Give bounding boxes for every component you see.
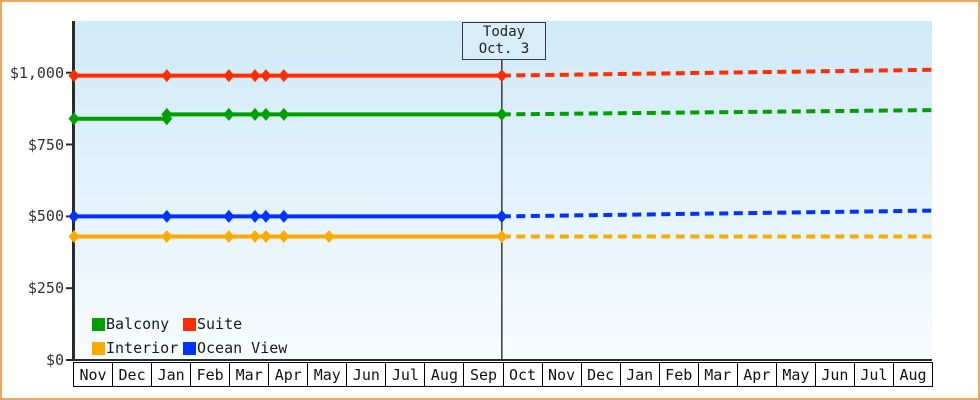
- month-cell: Nov: [543, 363, 582, 386]
- legend-label: Suite: [197, 315, 243, 333]
- data-point-marker: [496, 69, 508, 83]
- y-axis-label: $500: [27, 207, 64, 226]
- month-cell: Feb: [660, 363, 699, 386]
- y-axis-label: $0: [45, 351, 64, 369]
- data-point-marker: [278, 107, 290, 121]
- data-point-marker: [161, 230, 173, 243]
- data-point-marker: [496, 230, 508, 243]
- legend-item-suite: Suite: [183, 315, 287, 333]
- data-point-marker: [260, 107, 272, 121]
- data-point-marker: [161, 69, 173, 83]
- y-axis-line: [72, 21, 75, 360]
- data-point-marker: [323, 230, 335, 243]
- month-cell: Dec: [113, 363, 153, 386]
- month-cell: Jun: [816, 363, 855, 386]
- data-point-marker: [223, 209, 235, 223]
- x-axis-month-row: Nov Dec Jan Feb Mar Apr May Jun Jul Aug Sep Oct Nov D…: [73, 362, 933, 387]
- data-point-marker: [161, 107, 173, 121]
- month-cell: Nov: [74, 363, 114, 386]
- month-cell: May: [308, 363, 348, 386]
- data-point-marker: [260, 230, 272, 243]
- month-cell: Aug: [425, 363, 465, 386]
- data-point-marker: [249, 69, 261, 83]
- data-point-marker: [260, 209, 272, 223]
- month-cell: Aug: [899, 365, 927, 384]
- legend-item-ocean-view: Ocean View: [183, 339, 287, 357]
- legend-label: Balcony: [106, 315, 170, 333]
- y-axis-label: $1,000: [9, 63, 64, 82]
- data-point-marker: [496, 107, 508, 121]
- x-axis-line: [72, 359, 932, 361]
- month-cell: Mar: [699, 363, 738, 386]
- month-cell: May: [777, 363, 816, 386]
- data-point-marker: [161, 209, 173, 223]
- y-axis-label: $750: [27, 135, 64, 154]
- month-cell: Jul: [386, 363, 426, 386]
- month-cell: Apr: [738, 363, 777, 386]
- data-point-marker: [278, 209, 290, 223]
- data-point-marker: [68, 112, 80, 126]
- data-point-marker: [223, 107, 235, 121]
- data-point-marker: [278, 230, 290, 243]
- data-point-marker: [249, 209, 261, 223]
- data-point-marker: [68, 69, 80, 83]
- month-cell: Jan: [152, 363, 192, 386]
- legend-label: Ocean View: [197, 339, 288, 357]
- data-point-marker: [223, 230, 235, 243]
- today-label: Today: [482, 24, 526, 40]
- data-point-marker: [278, 69, 290, 83]
- legend-item-interior: Interior: [92, 339, 183, 357]
- month-cell: Feb: [191, 363, 231, 386]
- data-point-marker: [496, 209, 508, 223]
- chart-legend: Balcony Suite Interior Ocean View: [92, 315, 287, 357]
- legend-label: Interior: [106, 339, 179, 357]
- data-point-marker: [260, 69, 272, 83]
- legend-swatch-icon: [92, 317, 105, 331]
- legend-swatch-icon: [183, 317, 196, 331]
- y-axis-label: $250: [27, 279, 64, 298]
- legend-swatch-icon: [183, 341, 196, 355]
- data-point-marker: [249, 107, 261, 121]
- data-point-marker: [249, 230, 261, 243]
- month-cell: Apr: [269, 363, 309, 386]
- today-marker-box: Today Oct. 3: [462, 22, 546, 60]
- month-cell: Mar: [230, 363, 270, 386]
- month-cell: Oct: [504, 363, 543, 386]
- month-cell: Jul: [855, 363, 894, 386]
- month-cell: Jan: [621, 363, 660, 386]
- today-date: Oct. 3: [478, 41, 530, 57]
- month-cell: Dec: [582, 363, 621, 386]
- legend-swatch-icon: [92, 341, 105, 355]
- month-cell: Sep: [464, 363, 504, 386]
- legend-item-balcony: Balcony: [92, 315, 183, 333]
- month-cell: Jun: [347, 363, 387, 386]
- data-point-marker: [223, 69, 235, 83]
- data-point-marker: [68, 209, 80, 223]
- data-point-marker: [68, 230, 80, 243]
